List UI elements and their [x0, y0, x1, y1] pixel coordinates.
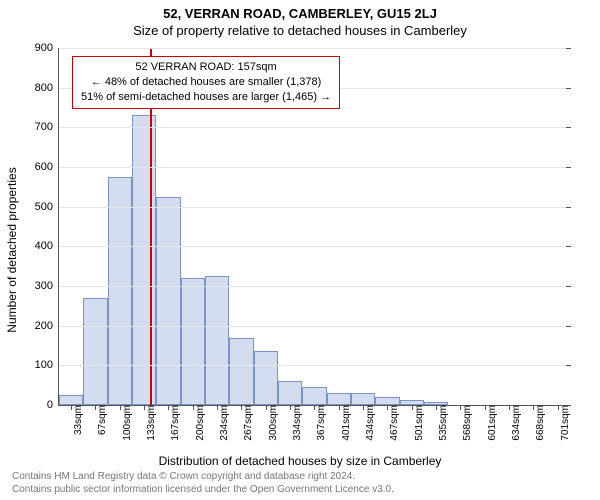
xtick-label: 601sqm [481, 405, 498, 441]
callout-line-3: 51% of semi-detached houses are larger (… [81, 90, 331, 105]
ytick-label: 0 [47, 399, 59, 411]
bar-slot: 701sqm [546, 48, 570, 405]
ytick-mark [566, 167, 571, 168]
xtick-label: 234sqm [213, 405, 230, 441]
bar-slot: 434sqm [351, 48, 375, 405]
xtick-label: 367sqm [310, 405, 327, 441]
histogram-bar [302, 387, 326, 405]
histogram-bar [375, 397, 399, 405]
gridline [59, 246, 570, 247]
ytick-label: 400 [35, 240, 59, 252]
bar-slot: 535sqm [424, 48, 448, 405]
xtick-label: 167sqm [164, 405, 181, 441]
histogram-bar [254, 351, 278, 405]
xtick-label: 300sqm [262, 405, 279, 441]
xtick-label: 568sqm [456, 405, 473, 441]
ytick-mark [566, 127, 571, 128]
xtick-label: 668sqm [529, 405, 546, 441]
ytick-mark [566, 326, 571, 327]
xtick-label: 334sqm [286, 405, 303, 441]
title-sub: Size of property relative to detached ho… [0, 23, 600, 38]
gridline [59, 48, 570, 49]
ytick-mark [566, 48, 571, 49]
footer-line-2: Contains public sector information licen… [12, 484, 394, 497]
callout-line-2: ← 48% of detached houses are smaller (1,… [81, 75, 331, 90]
ytick-mark [566, 246, 571, 247]
xtick-label: 701sqm [554, 405, 571, 441]
xtick-label: 501sqm [408, 405, 425, 441]
footer-line-1: Contains HM Land Registry data © Crown c… [12, 471, 394, 484]
xtick-label: 100sqm [116, 405, 133, 441]
title-main: 52, VERRAN ROAD, CAMBERLEY, GU15 2LJ [0, 6, 600, 21]
ytick-label: 600 [35, 161, 59, 173]
y-axis-label: Number of detached properties [5, 85, 19, 250]
ytick-mark [566, 405, 571, 406]
bar-slot: 501sqm [400, 48, 424, 405]
chart-title-block: 52, VERRAN ROAD, CAMBERLEY, GU15 2LJ Siz… [0, 0, 600, 38]
histogram-bar [327, 393, 351, 405]
bar-slot: 568sqm [448, 48, 472, 405]
ytick-mark [566, 365, 571, 366]
ytick-label: 800 [35, 82, 59, 94]
callout-box: 52 VERRAN ROAD: 157sqm ← 48% of detached… [72, 56, 340, 109]
bar-slot: 601sqm [473, 48, 497, 405]
gridline [59, 286, 570, 287]
xtick-label: 434sqm [359, 405, 376, 441]
xtick-label: 401sqm [335, 405, 352, 441]
histogram-bar [181, 278, 205, 405]
bar-slot: 634sqm [497, 48, 521, 405]
xtick-label: 634sqm [505, 405, 522, 441]
xtick-label: 467sqm [383, 405, 400, 441]
footer-attribution: Contains HM Land Registry data © Crown c… [12, 471, 394, 496]
histogram-bar [132, 115, 156, 405]
ytick-label: 900 [35, 42, 59, 54]
histogram-bar [108, 177, 132, 405]
xtick-label: 200sqm [189, 405, 206, 441]
xtick-label: 67sqm [91, 405, 108, 435]
histogram-bar [59, 395, 83, 405]
ytick-label: 300 [35, 280, 59, 292]
ytick-mark [566, 286, 571, 287]
bar-slot: 467sqm [375, 48, 399, 405]
bar-slot: 668sqm [521, 48, 545, 405]
ytick-mark [566, 207, 571, 208]
x-axis-label: Distribution of detached houses by size … [0, 454, 600, 468]
xtick-label: 535sqm [432, 405, 449, 441]
ytick-label: 500 [35, 201, 59, 213]
callout-line-1: 52 VERRAN ROAD: 157sqm [81, 60, 331, 75]
histogram-bar [351, 393, 375, 405]
histogram-bar [156, 197, 180, 405]
gridline [59, 167, 570, 168]
ytick-label: 100 [35, 359, 59, 371]
xtick-label: 267sqm [237, 405, 254, 441]
ytick-mark [566, 88, 571, 89]
gridline [59, 207, 570, 208]
gridline [59, 127, 570, 128]
histogram-bar [229, 338, 253, 405]
ytick-label: 700 [35, 121, 59, 133]
ytick-label: 200 [35, 320, 59, 332]
histogram-bar [278, 381, 302, 405]
gridline [59, 326, 570, 327]
gridline [59, 365, 570, 366]
xtick-label: 33sqm [67, 405, 84, 435]
histogram-bar [205, 276, 229, 405]
xtick-label: 133sqm [140, 405, 157, 441]
histogram-bar [83, 298, 107, 405]
